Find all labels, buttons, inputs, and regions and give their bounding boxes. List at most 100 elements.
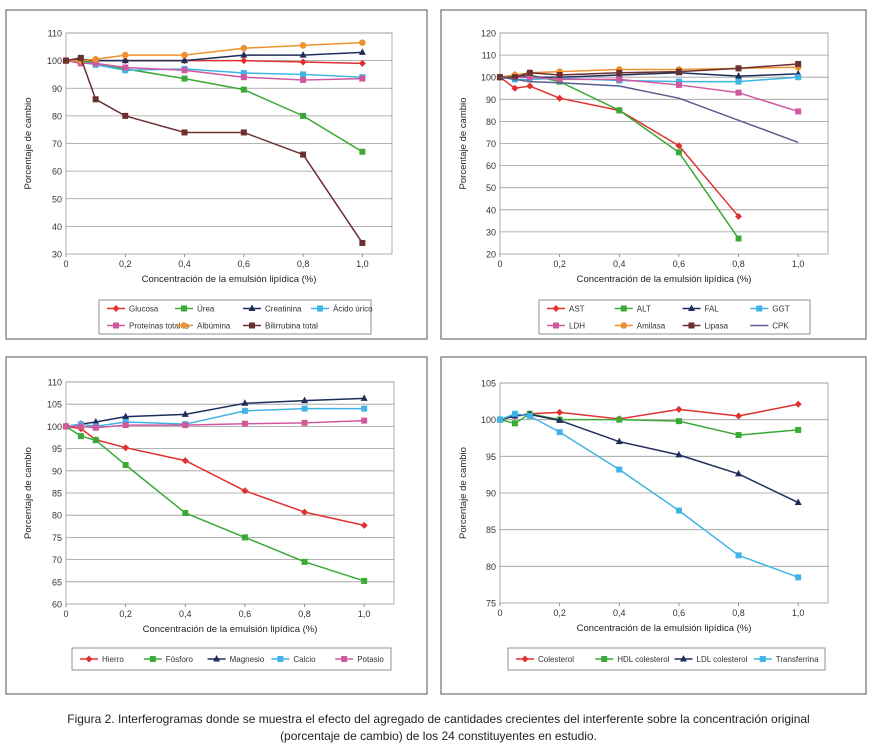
- y-tick-label: 30: [486, 227, 496, 237]
- x-tick-label: 0,6: [239, 609, 252, 619]
- legend-item-calcio: Calcio: [271, 655, 316, 664]
- x-tick-label: 0,6: [673, 608, 686, 618]
- x-tick-label: 1,0: [356, 259, 369, 269]
- x-tick-label: 0,4: [179, 609, 192, 619]
- legend-item-proteinas-totales: Proteínas totales: [107, 322, 189, 331]
- y-tick-label: 60: [52, 600, 62, 610]
- y-axis-label: Porcentaje de cambio: [23, 98, 34, 190]
- data-point-fosforo: [361, 577, 368, 584]
- y-tick-label: 40: [486, 205, 496, 215]
- data-point-albumina: [359, 39, 366, 46]
- legend-item-fal: FAL: [682, 304, 719, 314]
- legend-marker: [552, 305, 560, 312]
- legend-item-acido-urico: Ácido úrico: [311, 305, 373, 314]
- legend-item-ldh: LDH: [547, 322, 585, 331]
- series-line-hierro: [65, 425, 365, 527]
- y-tick-label: 40: [52, 222, 62, 232]
- legend-label: Bilirrubina total: [265, 322, 318, 331]
- data-point-alt: [735, 235, 742, 242]
- data-point-fosforo: [182, 509, 189, 516]
- data-point-potasio: [122, 422, 129, 429]
- x-tick-label: 0,4: [178, 259, 191, 269]
- data-point-transferrina: [497, 416, 503, 423]
- x-tick-label: 0,8: [297, 259, 310, 269]
- y-tick-label: 95: [52, 444, 62, 454]
- data-point-fosforo: [301, 558, 308, 565]
- y-tick-label: 110: [48, 378, 62, 388]
- legend-item-glucosa: Glucosa: [107, 305, 159, 314]
- legend-item-alt: ALT: [614, 305, 651, 314]
- data-point-ldh: [795, 108, 802, 115]
- data-point-alt: [675, 149, 682, 156]
- data-point-ldl-colesterol: [615, 437, 623, 445]
- data-point-ggt: [735, 78, 742, 85]
- data-point-fosforo: [92, 437, 99, 444]
- x-axis-label: Concentración de la emulsión lipídica (%…: [577, 623, 752, 634]
- data-point-fosforo: [122, 462, 129, 469]
- legend-label: Hierro: [102, 655, 124, 664]
- legend-label: LDH: [569, 322, 585, 331]
- legend-label: GGT: [772, 305, 789, 314]
- charts-canvas: 30 40 50 60 70 80 90 100 110 0 0,2 0,4 0,6 0,8 1,0 Conc…: [5, 9, 867, 695]
- data-point-fosforo: [77, 433, 84, 440]
- legend-label: Transferrina: [776, 655, 819, 664]
- legend-label: Calcio: [293, 655, 316, 664]
- x-tick-label: 0,2: [553, 259, 566, 269]
- x-axis-label: Concentración de la emulsión lipídica (%…: [143, 624, 318, 635]
- y-tick-label: 90: [52, 466, 62, 476]
- data-point-ldl-colesterol: [556, 416, 564, 423]
- y-tick-label: 100: [47, 422, 62, 432]
- data-point-albumina: [181, 51, 188, 59]
- data-point-creatinina: [181, 56, 189, 64]
- data-point-potasio: [92, 424, 99, 431]
- x-tick-label: 0,6: [673, 259, 686, 269]
- legend-marker: [759, 656, 766, 662]
- legend-label: HDL colesterol: [617, 655, 669, 664]
- legend-box: [71, 647, 392, 671]
- chart-1: 30 40 50 60 70 80 90 100 110 0 0,2 0,4 0,6 0,8 1,0 Conc…: [5, 9, 428, 340]
- chart-2-legend: AST ALT FAL GGT LDH Amilasa Lipasa CPK: [538, 299, 811, 335]
- data-point-transferrina: [526, 413, 533, 419]
- legend-item-amilasa: Amilasa: [614, 322, 666, 331]
- legend-marker: [317, 305, 323, 312]
- y-tick-label: 90: [486, 95, 496, 105]
- data-point-hdl-colesterol: [616, 416, 623, 423]
- chart-3-legend: Hierro Fósforo Magnesio Calcio Potasio: [71, 647, 392, 671]
- data-point-lipasa: [616, 69, 623, 76]
- data-point-lipasa: [795, 60, 802, 67]
- y-tick-label: 105: [47, 400, 62, 410]
- x-tick-label: 1,0: [792, 259, 805, 269]
- y-tick-label: 80: [486, 117, 496, 127]
- data-point-magnesio: [360, 394, 368, 401]
- data-point-ldh: [735, 89, 742, 96]
- y-tick-label: 80: [486, 562, 496, 572]
- data-point-potasio: [301, 419, 308, 426]
- data-point-bilirrubina-total: [240, 129, 247, 136]
- y-tick-label: 110: [482, 51, 496, 61]
- data-point-acido-urico: [240, 70, 247, 77]
- y-tick-label: 50: [486, 183, 496, 193]
- data-point-colesterol: [735, 412, 743, 420]
- data-point-proteinas-totales: [300, 76, 307, 83]
- y-tick-label: 80: [52, 111, 62, 121]
- data-point-calcio: [241, 407, 248, 414]
- data-point-bilirrubina-total: [181, 129, 188, 136]
- data-point-calcio: [122, 418, 129, 425]
- data-point-hdl-colesterol: [511, 420, 518, 427]
- legend-label: Creatinina: [265, 305, 302, 314]
- data-point-creatinina: [299, 51, 307, 58]
- legend-marker: [149, 656, 156, 662]
- data-point-bilirrubina-total: [300, 151, 307, 158]
- legend-label: AST: [569, 305, 585, 314]
- data-point-hierro: [122, 444, 130, 452]
- data-point-ast: [511, 84, 519, 92]
- chart-4: 75 80 85 90 95 100 105 0 0,2 0,4 0,6 0,8 1,0 Concentr…: [440, 356, 867, 695]
- y-tick-label: 70: [52, 139, 62, 149]
- legend-marker: [277, 656, 284, 662]
- data-point-transferrina: [511, 410, 518, 417]
- data-point-bilirrubina-total: [63, 57, 69, 64]
- x-tick-label: 0: [497, 259, 502, 269]
- data-point-potasio: [241, 420, 248, 427]
- data-point-ldh: [675, 81, 682, 88]
